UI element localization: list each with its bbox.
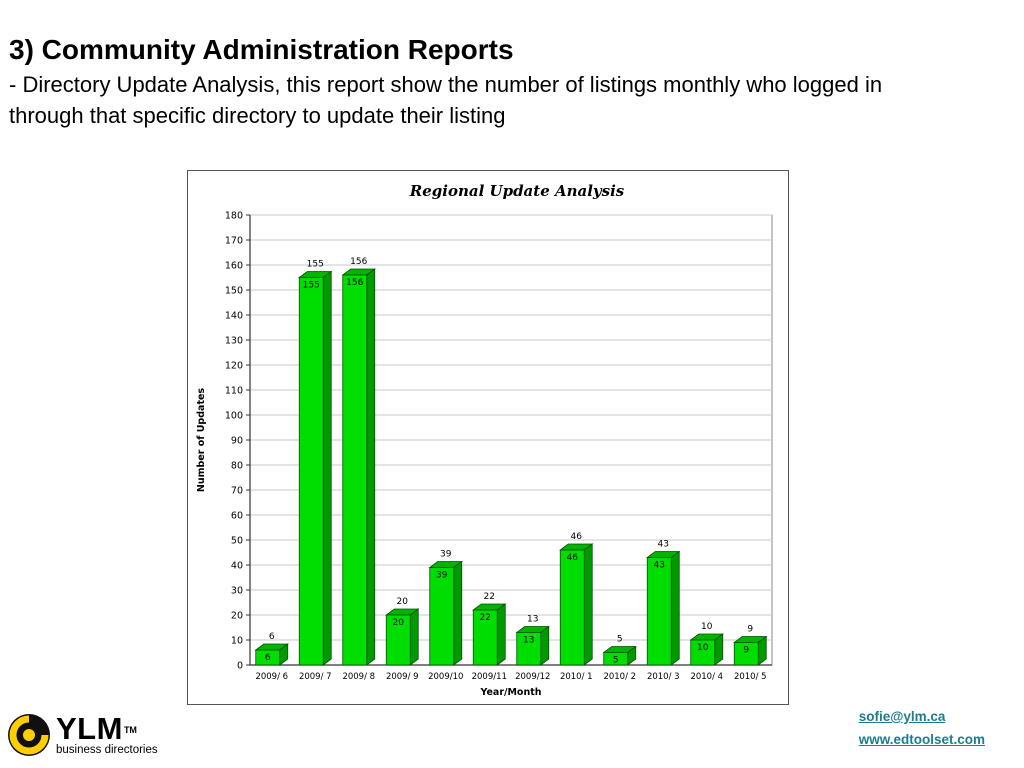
logo-trademark: TM [123,724,137,735]
svg-text:2010/ 1: 2010/ 1 [560,672,593,682]
svg-text:150: 150 [225,286,243,297]
bar-inner-label: 13 [523,636,534,646]
svg-text:2009/10: 2009/10 [428,672,463,682]
bar-value-label: 43 [658,540,669,550]
bar: 66 [254,632,289,666]
svg-text:110: 110 [225,386,243,397]
svg-text:50: 50 [231,536,243,547]
svg-text:170: 170 [225,236,243,247]
ylm-logo: YLMTM business directories [5,711,158,759]
svg-text:30: 30 [231,586,243,597]
bar: 10 10 [689,622,724,666]
bar-value-label: 13 [527,615,538,625]
logo-tagline: business directories [56,744,158,756]
svg-text:40: 40 [231,561,243,572]
svg-text:70: 70 [231,486,243,497]
bar-inner-label: 22 [480,613,491,623]
website-link[interactable]: www.edtoolset.com [858,732,985,747]
svg-text:160: 160 [225,261,243,272]
page-subtitle: - Directory Update Analysis, this report… [9,72,883,128]
svg-text:0: 0 [237,661,243,672]
bar-inner-label: 5 [613,656,619,666]
x-axis: 2009/ 6 2009/ 7 2009/ 8 2009/ 9 2009/10 2009/… [255,672,766,682]
svg-text:100: 100 [225,411,243,422]
svg-text:80: 80 [231,461,243,472]
bar: 155 155 [298,260,333,666]
bar: 22 22 [472,592,507,666]
svg-text:2009/ 7: 2009/ 7 [299,672,332,682]
bar-value-label: 22 [484,592,495,602]
svg-text:2010/ 4: 2010/ 4 [690,672,723,682]
svg-text:180: 180 [225,211,243,222]
headline-block: 3) Community Administration Reports - Di… [9,34,989,132]
svg-text:120: 120 [225,361,243,372]
bar-inner-label: 46 [567,553,579,563]
chart-title: Regional Update Analysis [409,182,625,200]
svg-text:2009/11: 2009/11 [472,672,507,682]
svg-text:2009/ 9: 2009/ 9 [386,672,419,682]
bar-inner-label: 10 [697,643,709,653]
bar: 13 13 [515,615,550,666]
footer-links: sofie@ylm.ca www.edtoolset.com [859,709,985,755]
bar: 46 46 [559,532,594,666]
bar-value-label: 155 [307,260,324,270]
svg-text:2010/ 3: 2010/ 3 [647,672,680,682]
bar-value-label: 6 [269,632,275,642]
bar-value-label: 10 [701,622,713,632]
y-axis: 0 10 20 30 40 50 60 70 80 90 100 110 120 130 140 150 160… [225,211,250,672]
bar-inner-label: 6 [265,653,271,663]
svg-text:140: 140 [225,311,243,322]
bar-inner-label: 9 [743,646,749,656]
svg-text:2010/ 5: 2010/ 5 [734,672,767,682]
gridlines [250,214,772,641]
bar: 156 156 [341,257,376,666]
svg-text:10: 10 [231,636,243,647]
bar-value-label: 46 [571,532,583,542]
bar: 39 39 [428,550,463,666]
svg-text:60: 60 [231,511,243,522]
page-title: 3) Community Administration Reports [9,34,514,65]
bar-value-label: 20 [397,597,409,607]
chart-panel: Regional Update Analysis 0 10 20 30 40 50 60 70 8… [187,170,789,705]
logo-text: YLMTM business directories [56,713,158,757]
bar-inner-label: 155 [303,281,320,291]
x-axis-title: Year/Month [479,687,541,698]
bar-chart: Regional Update Analysis 0 10 20 30 40 50 60 70 8… [196,182,773,698]
bar: 55 [602,635,637,666]
email-link[interactable]: sofie@ylm.ca [858,709,946,724]
bar-inner-label: 39 [436,571,448,581]
svg-text:90: 90 [231,436,243,447]
bar-value-label: 156 [350,257,367,267]
svg-text:2009/12: 2009/12 [515,672,550,682]
bar-inner-label: 43 [654,561,665,571]
bar: 43 43 [646,540,681,666]
bar-inner-label: 20 [393,618,405,628]
svg-text:20: 20 [231,611,243,622]
bar-inner-label: 156 [346,278,363,288]
svg-text:130: 130 [225,336,243,347]
svg-text:2010/ 2: 2010/ 2 [603,672,636,682]
y-axis-title: Number of Updates [196,388,207,493]
bar-value-label: 9 [747,625,753,635]
svg-text:2009/ 6: 2009/ 6 [255,672,288,682]
bar-value-label: 5 [617,635,623,645]
ylm-logo-icon [8,714,50,756]
bar: 99 [733,625,768,666]
logo-wordmark: YLM [56,711,123,746]
bar-value-label: 39 [440,550,452,560]
svg-text:2009/ 8: 2009/ 8 [342,672,375,682]
